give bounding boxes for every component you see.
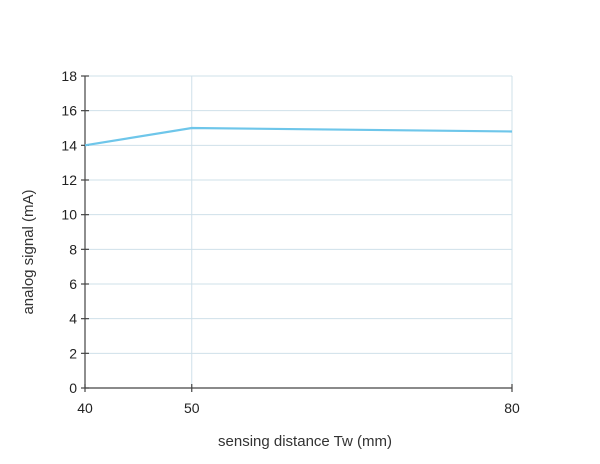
- y-tick-label-12: 12: [61, 172, 77, 188]
- x-tick-label-40: 40: [77, 400, 93, 416]
- series: [84, 126, 513, 147]
- y-tick-label-4: 4: [69, 311, 77, 327]
- ticks: 0 2 4 6 8 10 12 14 16 18 40 50 80: [61, 68, 520, 416]
- x-tick-label-80: 80: [504, 400, 520, 416]
- x-axis-label: sensing distance Tw (mm): [218, 433, 392, 450]
- y-tick-label-18: 18: [61, 68, 77, 84]
- axes: [84, 76, 512, 389]
- y-tick-label-0: 0: [69, 380, 77, 396]
- y-tick-label-14: 14: [61, 137, 77, 153]
- y-tick-label-6: 6: [69, 276, 77, 292]
- grid: [85, 75, 513, 388]
- y-axis-label: analog signal (mA): [20, 189, 37, 314]
- series-line-0: [84, 126, 513, 147]
- y-tick-label-2: 2: [69, 345, 77, 361]
- y-tick-label-8: 8: [69, 241, 77, 257]
- x-tick-label-50: 50: [184, 400, 200, 416]
- y-tick-label-16: 16: [61, 103, 77, 119]
- y-tick-label-10: 10: [61, 207, 77, 223]
